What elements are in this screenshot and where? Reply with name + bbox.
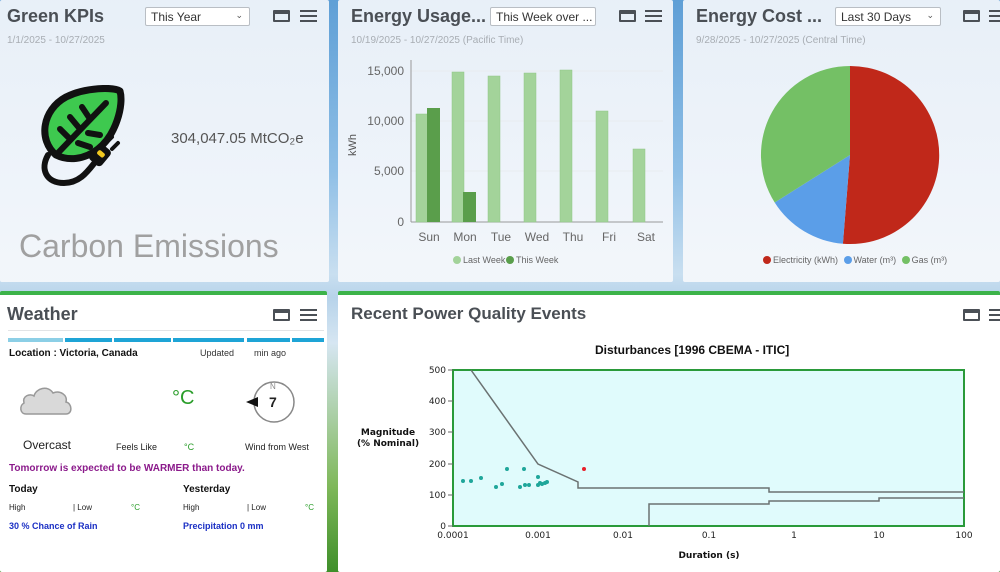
energy-cost-panel: Energy Cost ... Last 30 Days ⌄ 9/28/2025 …	[683, 0, 1000, 282]
cbema-itic-scatter-chart: 500 400 300 200 100 0 0.0001 0.001 0.01 …	[357, 366, 973, 561]
forecast-note: Tomorrow is expected to be WARMER than t…	[9, 463, 245, 474]
leaf-plug-icon	[41, 85, 125, 187]
svg-text:0: 0	[440, 522, 446, 532]
weather-panel: Weather	[0, 291, 327, 572]
menu-icon[interactable]	[300, 309, 317, 321]
forecast-bar	[292, 338, 324, 342]
forecast-bar	[65, 338, 112, 342]
yesterday-high: High	[183, 503, 200, 512]
panel-title: Weather	[7, 304, 78, 324]
svg-text:0.001: 0.001	[525, 531, 551, 541]
svg-text:Last Week: Last Week	[463, 255, 506, 265]
svg-text:100: 100	[955, 531, 972, 541]
maximize-icon[interactable]	[273, 309, 290, 321]
yesterday-heading: Yesterday	[183, 484, 231, 495]
current-temp-unit: °C	[172, 387, 195, 409]
maximize-icon[interactable]	[273, 10, 290, 22]
yesterday-low: | Low	[247, 503, 266, 512]
energy-cost-pie-chart	[760, 65, 940, 244]
forecast-bar	[173, 338, 244, 342]
panel-title: Recent Power Quality Events	[351, 304, 587, 323]
menu-icon[interactable]	[989, 10, 1000, 22]
wind-label: Wind from West	[245, 442, 309, 452]
today-low: | Low	[73, 503, 92, 512]
divider	[8, 330, 324, 331]
period-select[interactable]: This Week over ...	[490, 7, 596, 26]
svg-text:0.0001: 0.0001	[437, 531, 469, 541]
maximize-icon[interactable]	[963, 309, 980, 321]
svg-text:5,000: 5,000	[374, 164, 404, 178]
svg-text:This Week: This Week	[516, 255, 559, 265]
svg-text:Fri: Fri	[602, 230, 616, 244]
svg-text:1: 1	[791, 531, 797, 541]
energy-usage-panel: Energy Usage... This Week over ... 10/19…	[338, 0, 673, 282]
chevron-down-icon: ⌄	[235, 10, 243, 20]
svg-text:Magnitude: Magnitude	[361, 428, 415, 438]
menu-icon[interactable]	[989, 309, 1000, 321]
carbon-value: 304,047.05 MtCO₂e	[171, 130, 304, 147]
wind-compass-icon	[246, 381, 295, 423]
panel-title: Energy Cost ...	[696, 6, 823, 26]
today-unit: °C	[131, 503, 140, 512]
svg-text:10: 10	[873, 531, 885, 541]
svg-text:100: 100	[429, 491, 446, 501]
svg-text:Thu: Thu	[563, 230, 584, 244]
chevron-down-icon: ⌄	[926, 10, 934, 20]
svg-text:Sat: Sat	[637, 230, 656, 244]
svg-text:Tue: Tue	[491, 230, 512, 244]
svg-text:Wed: Wed	[525, 230, 549, 244]
wind-direction-letter: N	[270, 382, 276, 391]
panel-title: Green KPIs	[7, 6, 105, 26]
date-range: 9/28/2025 - 10/27/2025 (Central Time)	[696, 35, 866, 46]
condition: Overcast	[23, 438, 72, 452]
menu-icon[interactable]	[645, 10, 662, 22]
svg-text:200: 200	[429, 460, 446, 470]
svg-text:15,000: 15,000	[367, 64, 404, 78]
yesterday-unit: °C	[305, 503, 314, 512]
panel-title: Energy Usage...	[351, 6, 487, 26]
updated-label: Updated	[200, 348, 235, 358]
maximize-icon[interactable]	[963, 10, 980, 22]
svg-text:0: 0	[397, 215, 404, 229]
period-select[interactable]: Last 30 Days ⌄	[835, 7, 941, 26]
cloud-icon	[20, 387, 72, 415]
svg-text:400: 400	[429, 397, 446, 407]
carbon-label: Carbon Emissions	[19, 228, 279, 264]
maximize-icon[interactable]	[619, 10, 636, 22]
menu-icon[interactable]	[300, 10, 317, 22]
period-select[interactable]: This Year ⌄	[145, 7, 250, 26]
svg-text:500: 500	[429, 366, 446, 376]
location: Location : Victoria, Canada	[9, 348, 138, 359]
svg-text:Duration (s): Duration (s)	[678, 551, 739, 561]
green-kpis-panel: Green KPIs This Year ⌄ 1/1/2025 - 10/27/2…	[0, 0, 329, 282]
rain-chance: 30 % Chance of Rain	[9, 521, 98, 531]
svg-text:kWh: kWh	[347, 134, 359, 156]
updated-ago: min ago	[254, 348, 287, 358]
energy-usage-bar-chart: 15,000 10,000 5,000 0 kWh Sun Mon Tue We…	[347, 60, 663, 265]
forecast-bar	[8, 338, 63, 342]
svg-text:Sun: Sun	[418, 230, 439, 244]
pie-legend: Electricity (kWh) Water (m³) Gas (m³)	[763, 255, 947, 265]
today-heading: Today	[9, 484, 38, 495]
forecast-bar	[247, 338, 290, 342]
forecast-bar	[114, 338, 171, 342]
wind-speed: 7	[269, 394, 277, 410]
svg-text:Mon: Mon	[453, 230, 476, 244]
date-range: 10/19/2025 - 10/27/2025 (Pacific Time)	[351, 35, 524, 46]
today-high: High	[9, 503, 26, 512]
svg-text:300: 300	[429, 428, 446, 438]
precipitation: Precipitation 0 mm	[183, 521, 264, 531]
svg-text:(% Nominal): (% Nominal)	[357, 439, 419, 449]
date-range: 1/1/2025 - 10/27/2025	[7, 35, 105, 46]
feels-like-unit: °C	[184, 442, 195, 452]
chart-title: Disturbances [1996 CBEMA - ITIC]	[595, 343, 790, 357]
svg-text:10,000: 10,000	[367, 114, 404, 128]
svg-text:0.1: 0.1	[702, 531, 716, 541]
feels-like-label: Feels Like	[116, 442, 158, 452]
svg-text:0.01: 0.01	[613, 531, 633, 541]
